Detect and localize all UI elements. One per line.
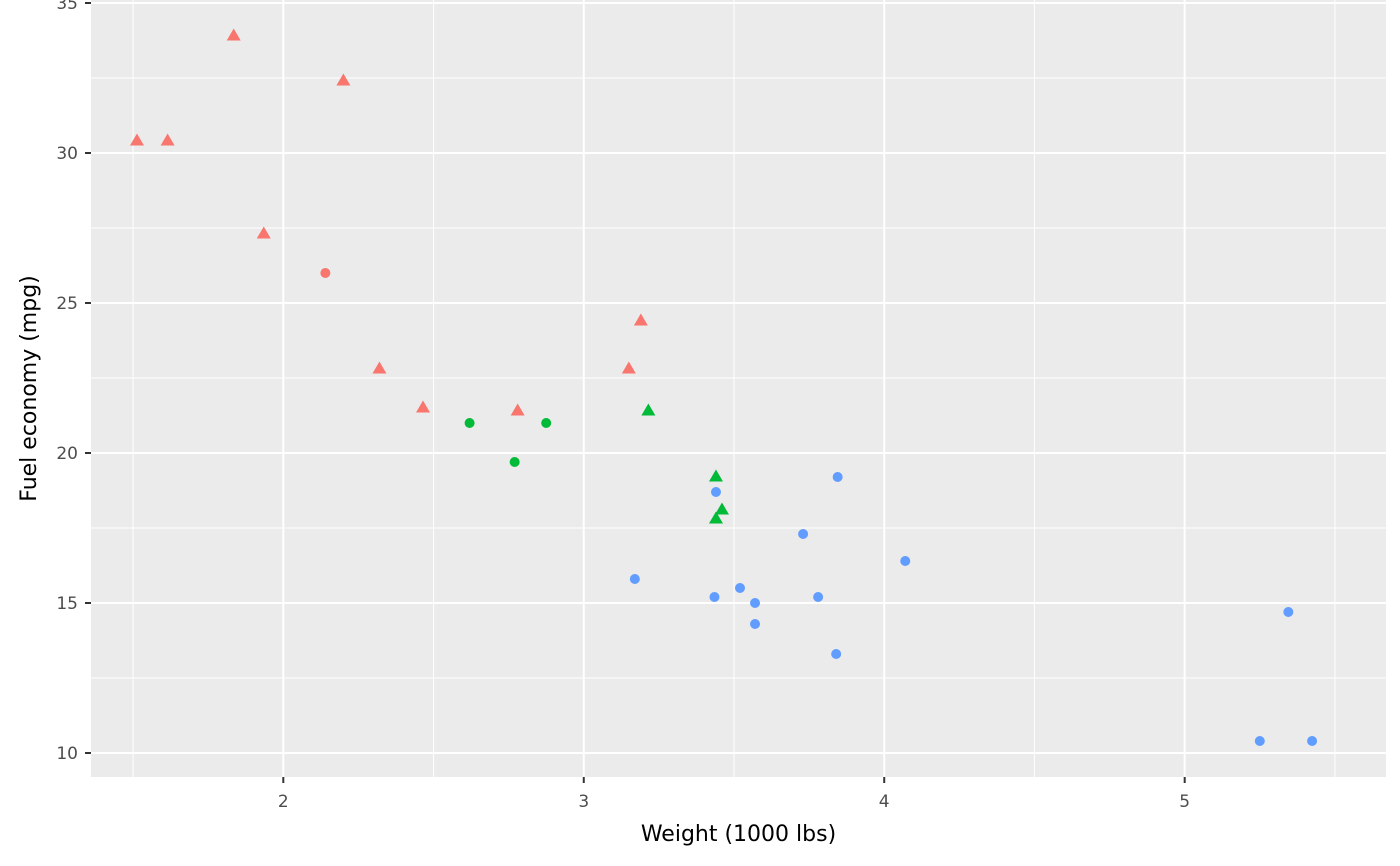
point-circle [750,598,761,608]
point-triangle [714,502,729,515]
data-points [129,28,1318,746]
grid-major [91,0,1386,777]
y-tick-label: 30 [56,144,78,164]
point-circle [750,619,761,629]
point-triangle [256,226,271,239]
y-axis-title: Fuel economy (mpg) [17,275,42,502]
x-tick-label: 5 [1179,792,1190,812]
point-triangle [633,313,648,326]
point-circle [320,268,331,278]
plot-panel [91,0,1386,777]
point-triangle [160,133,175,146]
point-triangle [708,469,723,482]
grid-minor [91,0,1386,777]
y-tick-label: 15 [56,594,78,614]
point-triangle [336,73,351,86]
point-triangle [510,403,525,416]
y-tick-label: 10 [56,744,78,764]
point-triangle [708,511,723,524]
x-tick-label: 3 [578,792,589,812]
point-triangle [226,28,241,41]
point-circle [629,574,640,584]
y-tick-label: 35 [56,0,78,14]
point-circle [464,418,475,428]
x-tick-label: 4 [879,792,890,812]
point-circle [709,592,720,602]
y-tick-label: 25 [56,294,78,314]
point-circle [900,556,911,566]
point-circle [832,472,843,482]
point-circle [710,487,721,497]
point-circle [509,457,520,467]
y-tick-label: 20 [56,444,78,464]
point-circle [1307,736,1318,746]
point-circle [735,583,746,593]
point-triangle [621,361,636,374]
point-circle [1254,736,1265,746]
point-circle [541,418,552,428]
point-circle [798,529,809,539]
x-axis-title: Weight (1000 lbs) [641,822,836,847]
point-circle [1283,607,1294,617]
point-circle [831,649,842,659]
point-triangle [641,403,656,416]
point-circle [813,592,824,602]
point-triangle [129,133,144,146]
point-triangle [416,400,431,413]
point-triangle [372,361,387,374]
axes: 2 3 4 5 10 15 20 25 30 35 [56,0,1190,812]
x-tick-label: 2 [278,792,289,812]
